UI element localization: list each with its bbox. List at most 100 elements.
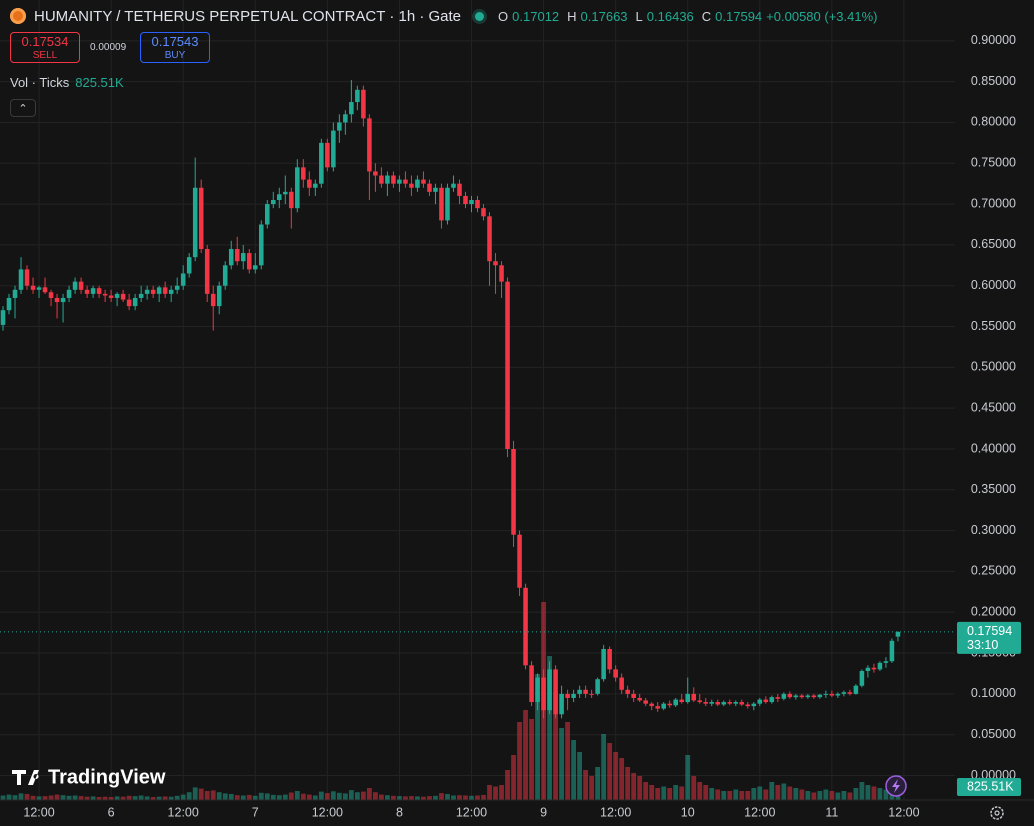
volume-bar: [264, 793, 270, 800]
candle-body: [463, 195, 468, 205]
volume-bar: [246, 794, 252, 800]
volume-bar: [607, 743, 613, 800]
volume-bar: [517, 722, 522, 800]
volume-bar: [168, 796, 174, 800]
candle-body: [385, 175, 390, 184]
volume-bar: [252, 795, 258, 800]
volume-bar: [60, 795, 66, 800]
candle-body: [409, 183, 414, 188]
y-tick-label: 0.45000: [971, 400, 1016, 414]
spread: 0.00009: [90, 42, 127, 53]
volume-bar: [751, 788, 757, 800]
symbol-title[interactable]: HUMANITY / TETHERUS PERPETUAL CONTRACT ·…: [34, 7, 462, 25]
y-tick-label: 0.40000: [971, 441, 1016, 455]
candle-body: [258, 224, 264, 266]
candle-body: [144, 289, 150, 294]
candle-body: [192, 187, 198, 258]
volume-bar: [324, 793, 330, 800]
candle-body: [373, 171, 378, 176]
candle-body: [391, 175, 396, 184]
volume-bar: [637, 776, 643, 800]
candle-body: [36, 287, 42, 290]
sell-button[interactable]: 0.17534 SELL: [10, 32, 80, 63]
volume-bar: [667, 788, 673, 800]
candle-body: [349, 102, 354, 115]
candle-body: [583, 689, 588, 694]
volume-bar: [30, 795, 36, 800]
buy-button[interactable]: 0.17543 BUY: [140, 32, 210, 63]
volume-bar: [439, 793, 444, 800]
volume-bar: [619, 758, 625, 800]
collapse-button[interactable]: ⌃: [10, 99, 36, 117]
ohlc-letter: L: [635, 8, 643, 24]
volume-bar: [709, 788, 715, 800]
high-value: 0.17663: [580, 8, 628, 24]
candle-body: [787, 693, 793, 698]
candle-body: [469, 200, 474, 205]
candle-body: [427, 183, 432, 192]
sell-price: 0.17534: [21, 34, 69, 49]
volume-bar: [859, 782, 865, 800]
candle-body: [283, 191, 288, 195]
volume-bar: [691, 776, 697, 800]
candle-body: [246, 253, 252, 270]
candle-body: [210, 293, 216, 307]
buy-price: 0.17543: [151, 34, 199, 49]
candle-body: [715, 702, 721, 705]
volume-bar: [787, 786, 793, 800]
volume-bar: [643, 782, 649, 800]
candle-body: [319, 142, 324, 184]
volume-bar: [883, 789, 889, 800]
volume-bar: [84, 796, 90, 800]
volume-bar: [571, 740, 577, 800]
status-dot: [475, 11, 485, 21]
candle-body: [60, 297, 66, 303]
candle-body: [72, 281, 78, 290]
volume-bar: [282, 794, 288, 800]
volume-bar: [673, 785, 679, 800]
last-price-tag: [957, 621, 1021, 654]
volume-bar: [216, 792, 222, 800]
candle-body: [607, 648, 612, 670]
candle-body: [198, 187, 204, 249]
candle-body: [895, 631, 901, 637]
volume-bar: [258, 792, 264, 800]
candle-body: [66, 289, 72, 298]
volume-bar: [397, 796, 402, 800]
candle-body: [264, 204, 270, 225]
candle-body: [150, 289, 156, 294]
candle-body: [781, 693, 787, 699]
volume-bar: [12, 795, 18, 800]
candle-body: [355, 89, 360, 103]
candle-body: [42, 287, 48, 293]
candle-body: [541, 677, 546, 711]
candle-body: [505, 281, 510, 449]
volume-bar: [162, 796, 168, 800]
y-tick-label: 0.80000: [971, 115, 1016, 129]
candle-body: [601, 648, 606, 680]
settings-button[interactable]: [990, 806, 1004, 820]
volume-bar: [391, 795, 396, 800]
volume-bar: [234, 795, 240, 800]
volume-value: 825.51K: [75, 75, 124, 90]
ohlc-letter: H: [567, 8, 577, 24]
price-axis: [955, 0, 1034, 826]
volume-bar: [697, 782, 703, 800]
volume-legend: Vol · Ticks 825.51K: [10, 75, 124, 90]
candle-body: [132, 297, 138, 307]
volume-bar: [853, 788, 859, 800]
candle-body: [186, 257, 192, 274]
candle-body: [667, 703, 672, 706]
volume-bar: [811, 792, 817, 800]
candle-body: [727, 702, 733, 704]
lightning-button[interactable]: [885, 775, 907, 797]
volume-bar: [475, 795, 480, 800]
candle-body: [649, 703, 654, 707]
candle-body: [661, 703, 666, 709]
volume-bar: [805, 791, 811, 800]
candle-body: [481, 208, 486, 217]
candle-body: [78, 281, 84, 290]
candle-body: [493, 261, 498, 266]
volume-bar: [595, 767, 601, 800]
volume-bar: [535, 674, 540, 800]
